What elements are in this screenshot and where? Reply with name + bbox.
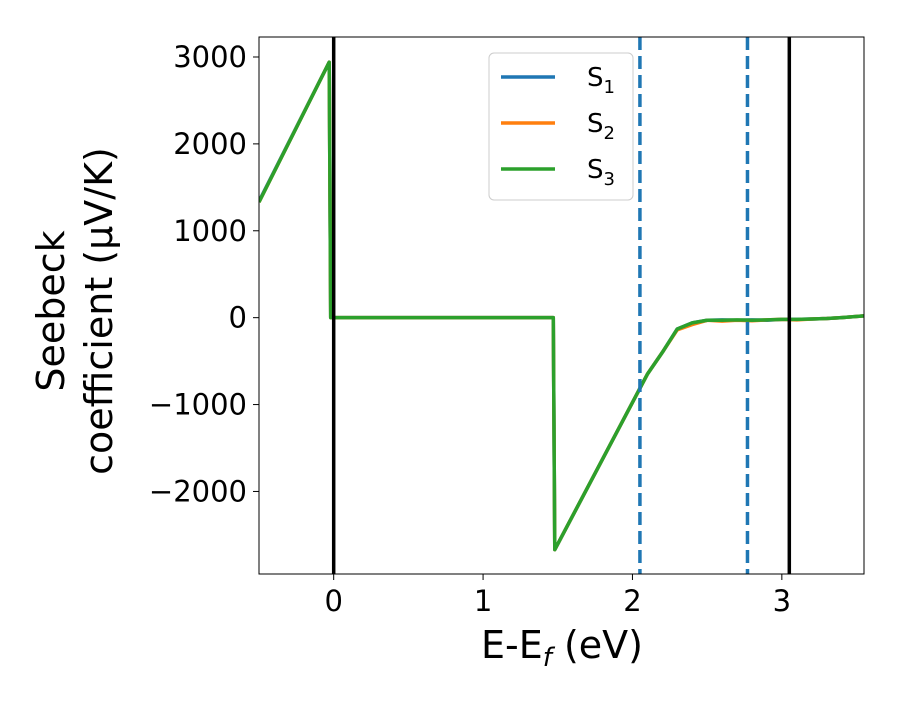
axes-frame (258, 36, 865, 575)
legend-label-main: S (587, 155, 604, 185)
y-axis-title-line1: Seebeck (29, 230, 73, 391)
y-tick-label: 2000 (173, 127, 247, 161)
legend-box (488, 52, 634, 201)
legend-label-2: S2 (587, 109, 615, 144)
x-tick-label: 3 (773, 584, 791, 618)
x-tick-label: 2 (623, 584, 641, 618)
y-tick-label: 1000 (173, 214, 247, 248)
legend-label-main: S (587, 109, 604, 139)
y-tick-label: 3000 (173, 40, 247, 74)
y-tick-label: −1000 (149, 388, 247, 422)
legend-label-3: S3 (587, 155, 615, 190)
plot-area (259, 37, 864, 574)
legend-label-sub: 1 (604, 77, 615, 98)
x-axis-title: E-Ef (eV) (481, 623, 643, 673)
legend-label-sub: 3 (604, 169, 615, 190)
x-tick-label: 1 (474, 584, 492, 618)
x-tick-label: 0 (324, 584, 342, 618)
y-tick-label: 0 (229, 301, 247, 335)
axes: 0 1 2 3 3000 2000 1000 0 −1000 −2000 (149, 36, 865, 618)
legend-label-main: S (587, 63, 604, 93)
legend-label-1: S1 (587, 63, 615, 98)
series-line-3 (259, 60, 864, 552)
legend-label-sub: 2 (604, 123, 615, 144)
x-axis-title-unit: (eV) (552, 623, 643, 667)
y-tick-label: −2000 (149, 474, 247, 508)
x-axis-title-main: E-E (481, 623, 543, 667)
y-axis-title-line2: coefficient (μV/K) (77, 147, 121, 475)
plot-content (259, 37, 864, 574)
